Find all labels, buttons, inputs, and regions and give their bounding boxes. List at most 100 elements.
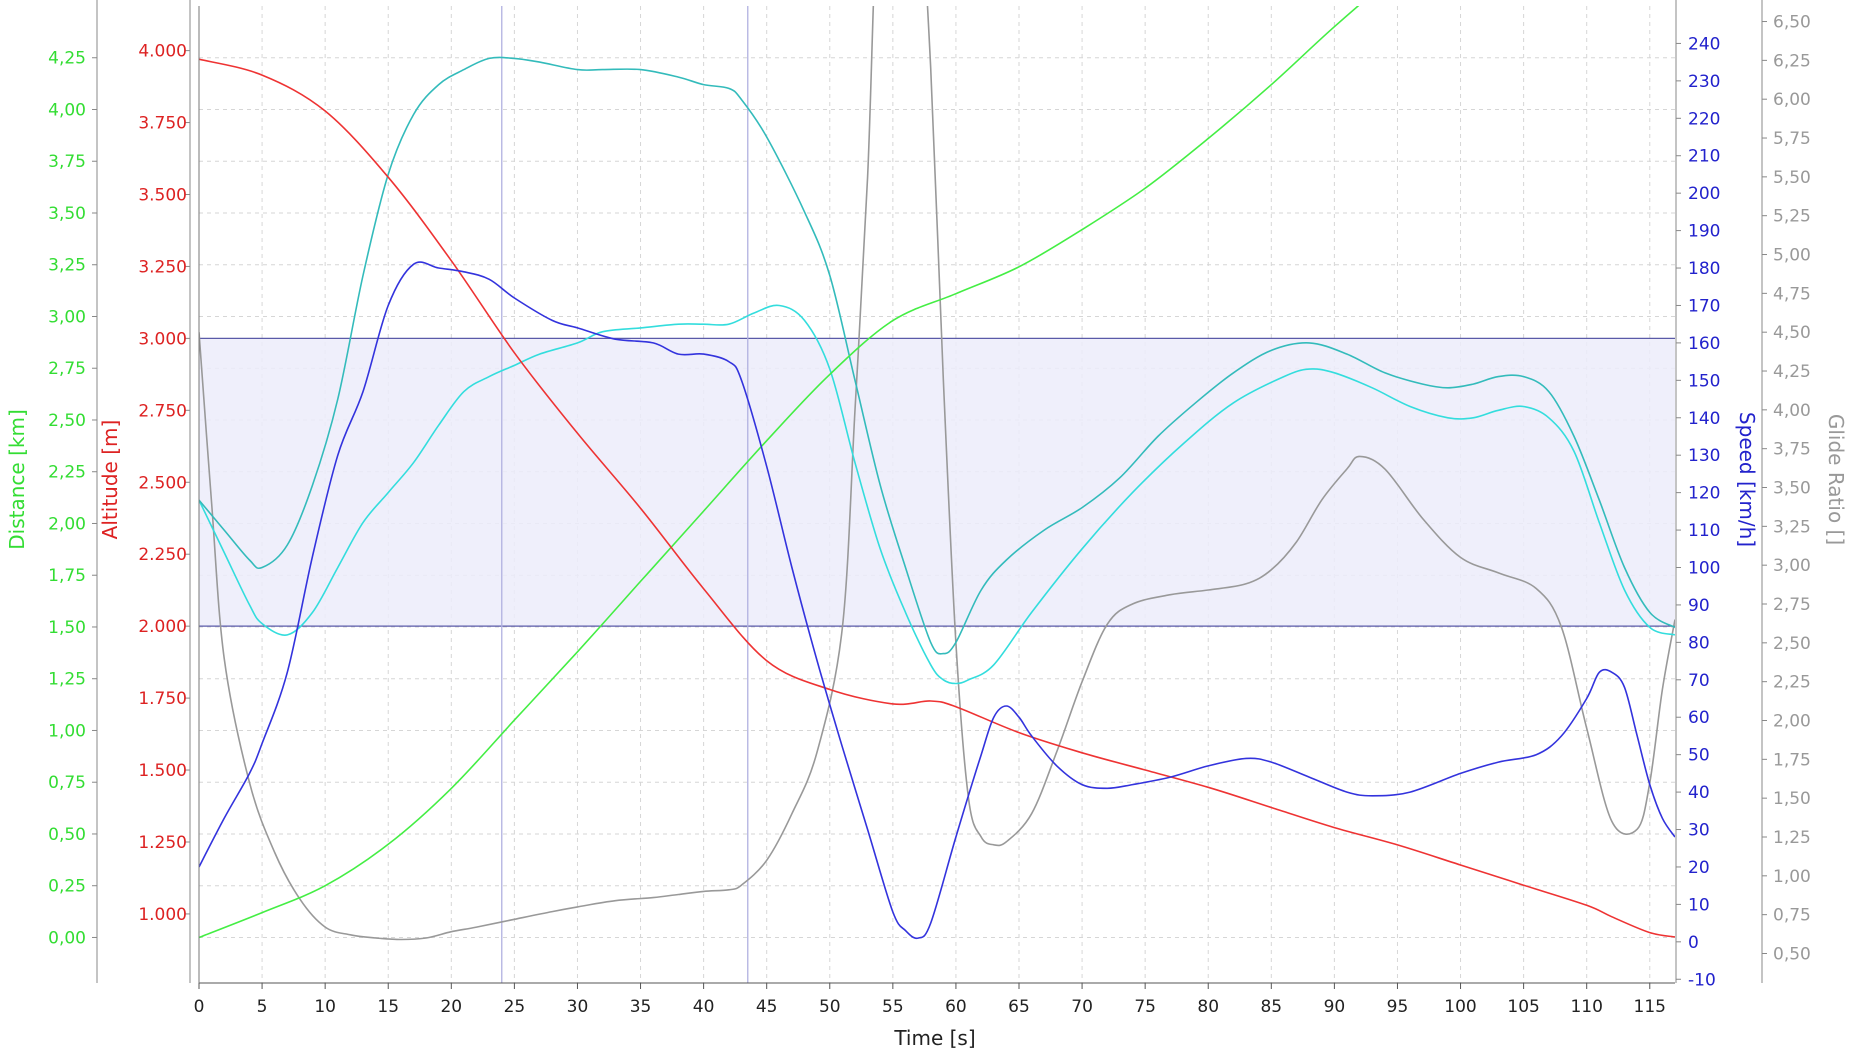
distance-tick-label: 3,75 <box>48 152 86 172</box>
speed-tick-label: 10 <box>1688 895 1710 915</box>
x-tick-label: 110 <box>1570 997 1602 1017</box>
speed-tick-label: 130 <box>1688 446 1720 466</box>
speed-tick-label: 140 <box>1688 409 1720 429</box>
distance-tick-label: 2,75 <box>48 359 86 379</box>
distance-axis-title: Distance [km] <box>5 409 29 549</box>
speed-tick-label: 80 <box>1688 633 1710 653</box>
speed-tick-label: 50 <box>1688 746 1710 766</box>
speed-tick-label: 20 <box>1688 858 1710 878</box>
x-tick-label: 85 <box>1260 997 1282 1017</box>
distance-tick-label: 1,25 <box>48 670 86 690</box>
x-tick-label: 80 <box>1197 997 1219 1017</box>
glide-tick-label: 1,00 <box>1773 867 1811 887</box>
x-tick-label: 35 <box>630 997 652 1017</box>
x-tick-label: 115 <box>1634 997 1666 1017</box>
axes: 0 5 10 15 20 25 30 35 40 45 50 55 60 65 70 75 80 85 90 95 10… <box>5 0 1848 1050</box>
distance-tick-label: 2,25 <box>48 463 86 483</box>
x-tick-label: 30 <box>567 997 589 1017</box>
glide-tick-label: 2,50 <box>1773 634 1811 654</box>
series-line-altitude <box>199 58 1675 938</box>
altitude-tick-label: 3.500 <box>138 185 187 205</box>
speed-tick-label: 60 <box>1688 708 1710 728</box>
altitude-tick-label: 3.000 <box>138 329 187 349</box>
glide-tick-label: 3,00 <box>1773 556 1811 576</box>
speed-tick-label: 240 <box>1688 34 1720 54</box>
speed-tick-label: 70 <box>1688 671 1710 691</box>
speed-tick-label: 90 <box>1688 596 1710 616</box>
speed-axis-title: Speed [km/h] <box>1735 412 1759 547</box>
glide-tick-label: 4,25 <box>1773 362 1811 382</box>
glide-tick-label: 2,75 <box>1773 595 1811 615</box>
speed-tick-label: 220 <box>1688 109 1720 129</box>
x-tick-label: 60 <box>945 997 967 1017</box>
series-line-horizontal-speed <box>199 304 1675 685</box>
x-tick-label: 100 <box>1444 997 1476 1017</box>
glide-tick-label: 3,50 <box>1773 479 1811 499</box>
x-tick-label: 55 <box>882 997 904 1017</box>
speed-tick-label: 160 <box>1688 334 1720 354</box>
distance-tick-label: 1,00 <box>48 721 86 741</box>
x-tick-label: 40 <box>693 997 715 1017</box>
speed-tick-label: 30 <box>1688 821 1710 841</box>
glide-tick-label: 1,75 <box>1773 750 1811 770</box>
distance-tick-label: 0,25 <box>48 877 86 897</box>
glide-tick-label: 4,50 <box>1773 323 1811 343</box>
x-axis-title: Time [s] <box>893 1026 975 1050</box>
series-layer <box>199 6 1675 941</box>
altitude-tick-label: 1.750 <box>138 689 187 709</box>
x-tick-label: 95 <box>1387 997 1409 1017</box>
distance-tick-label: 0,75 <box>48 773 86 793</box>
distance-tick-label: 3,25 <box>48 256 86 276</box>
altitude-axis-title: Altitude [m] <box>98 420 122 540</box>
glide-tick-label: 5,00 <box>1773 246 1811 266</box>
x-tick-label: 65 <box>1008 997 1030 1017</box>
speed-tick-label: 150 <box>1688 371 1720 391</box>
distance-tick-label: 4,25 <box>48 49 86 69</box>
glide-tick-label: 5,50 <box>1773 168 1811 188</box>
glide-tick-label: 6,50 <box>1773 13 1811 33</box>
x-tick-label: 10 <box>314 997 336 1017</box>
x-tick-label: 45 <box>756 997 778 1017</box>
speed-tick-label: -10 <box>1688 970 1716 990</box>
glide-tick-label: 5,25 <box>1773 207 1811 227</box>
speed-tick-label: 100 <box>1688 558 1720 578</box>
speed-tick-label: 190 <box>1688 222 1720 242</box>
series-line-speed <box>199 261 1675 940</box>
speed-tick-label: 170 <box>1688 296 1720 316</box>
distance-tick-label: 2,50 <box>48 411 86 431</box>
glide-axis-title: Glide Ratio [] <box>1824 414 1848 545</box>
speed-tick-label: 120 <box>1688 484 1720 504</box>
series-line-glide-ratio <box>199 6 1675 941</box>
distance-tick-label: 0,50 <box>48 825 86 845</box>
altitude-band <box>199 337 1675 627</box>
altitude-tick-label: 1.250 <box>138 833 187 853</box>
altitude-tick-label: 2.000 <box>138 617 187 637</box>
x-tick-label: 25 <box>504 997 526 1017</box>
altitude-tick-label: 1.000 <box>138 905 187 925</box>
glide-tick-label: 4,00 <box>1773 401 1811 421</box>
speed-tick-label: 200 <box>1688 184 1720 204</box>
glide-tick-label: 3,25 <box>1773 517 1811 537</box>
x-tick-label: 90 <box>1324 997 1346 1017</box>
distance-tick-label: 1,75 <box>48 566 86 586</box>
altitude-band-fill <box>199 338 1675 627</box>
speed-tick-label: 110 <box>1688 521 1720 541</box>
marker-lines <box>501 6 749 983</box>
altitude-tick-label: 3.250 <box>138 257 187 277</box>
altitude-tick-label: 4.000 <box>138 42 187 62</box>
glide-tick-label: 2,00 <box>1773 711 1811 731</box>
altitude-tick-label: 2.250 <box>138 545 187 565</box>
x-tick-label: 75 <box>1134 997 1156 1017</box>
altitude-tick-label: 1.500 <box>138 761 187 781</box>
glide-tick-label: 2,25 <box>1773 673 1811 693</box>
distance-tick-label: 3,50 <box>48 204 86 224</box>
glide-tick-label: 6,00 <box>1773 90 1811 110</box>
speed-tick-label: 40 <box>1688 783 1710 803</box>
altitude-tick-label: 2.500 <box>138 473 187 493</box>
glide-tick-label: 0,75 <box>1773 906 1811 926</box>
glide-tick-label: 3,75 <box>1773 440 1811 460</box>
series-line-distance <box>199 6 1360 939</box>
distance-tick-label: 2,00 <box>48 514 86 534</box>
